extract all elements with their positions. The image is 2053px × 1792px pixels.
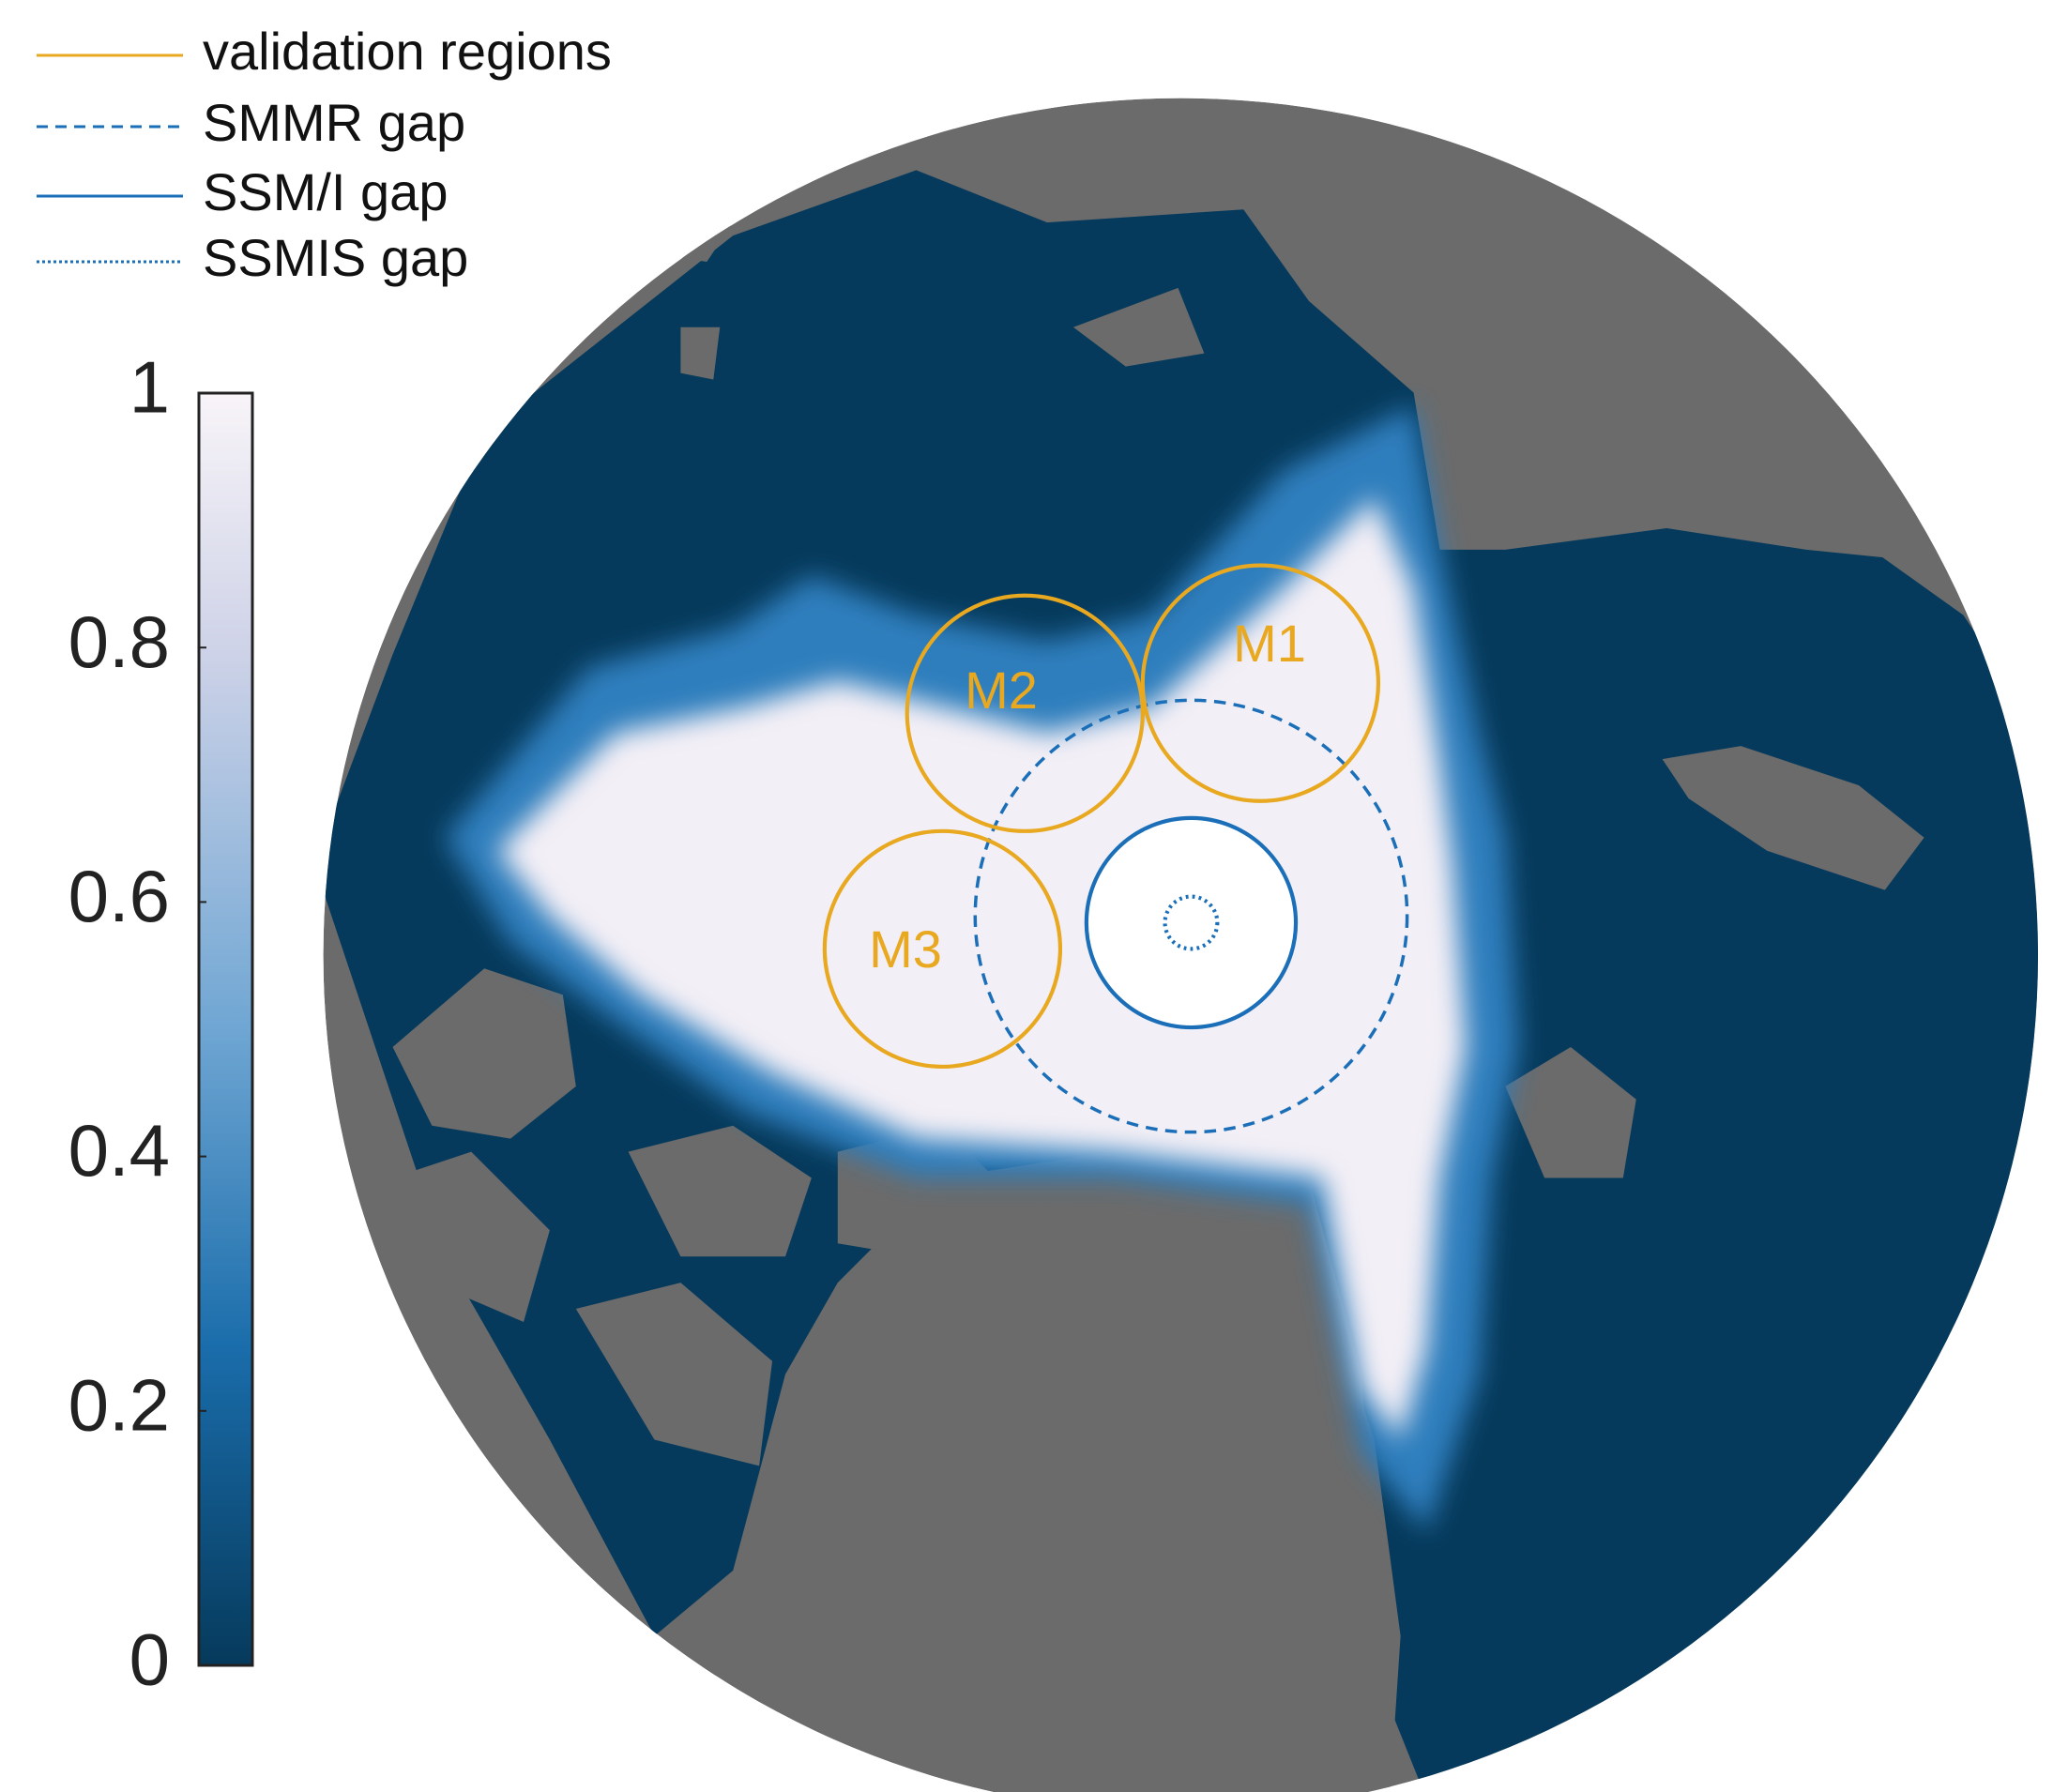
smmr-gap [973, 698, 1409, 1134]
ssmis-gap [1163, 894, 1220, 951]
colorbar-tick-label: 0.4 [68, 1109, 170, 1192]
validation-region [1140, 563, 1381, 803]
region-label: M2 [965, 661, 1038, 720]
land [1505, 1047, 1636, 1178]
sea-ice [497, 497, 1467, 1440]
land [1662, 746, 1924, 890]
colorbar-tick-label: 1 [129, 346, 170, 429]
colorbar-tick-label: 0.2 [68, 1363, 170, 1446]
legend-label: SSM/I gap [203, 162, 448, 221]
land [1426, 366, 1938, 563]
region-label: M3 [869, 919, 942, 979]
validation-region [905, 593, 1145, 833]
legend-label: SSMIS gap [203, 228, 468, 287]
colorbar-tick-label: 0.6 [68, 855, 170, 937]
ssmi-gap [1084, 815, 1299, 1030]
legend: validation regions SMMR gap SSM/I gap SS… [37, 22, 612, 287]
validation-region [822, 828, 1063, 1070]
land [916, 1177, 1401, 1792]
region-label: M1 [1233, 614, 1306, 673]
legend-label: validation regions [203, 22, 612, 81]
colorbar [197, 391, 254, 1667]
map [323, 98, 2039, 1792]
colorbar-tick-label: 0.8 [68, 600, 170, 683]
legend-label: SMMR gap [203, 93, 465, 152]
colorbar-tick-label: 0 [129, 1618, 170, 1701]
land [392, 968, 996, 1466]
